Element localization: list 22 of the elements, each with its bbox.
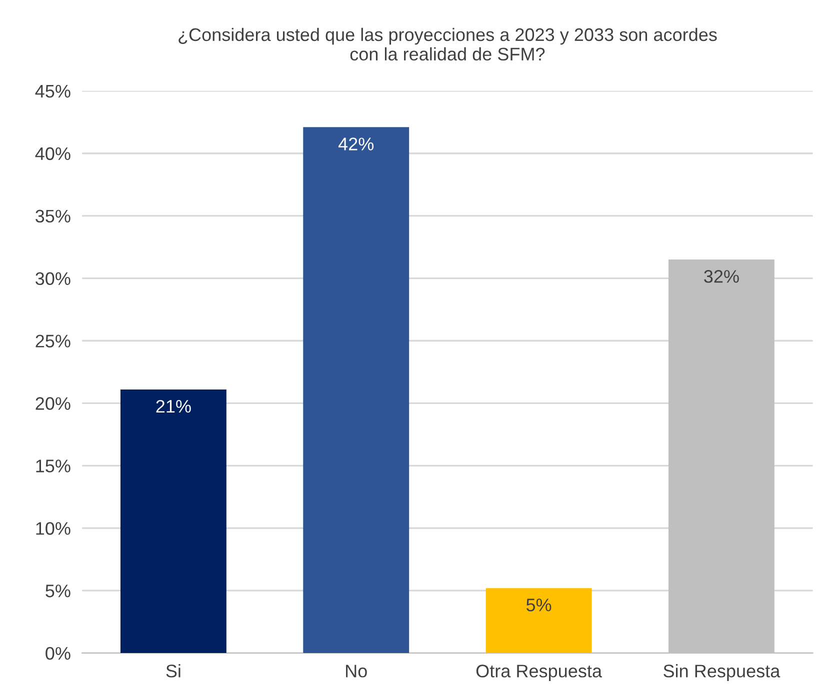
y-tick-label: 35% [36, 210, 70, 223]
y-tick-label: 30% [36, 272, 70, 286]
x-tick-label: Si [166, 664, 180, 678]
bar [303, 127, 410, 654]
y-tick-label: 0% [46, 646, 70, 660]
y-tick-label: 15% [36, 460, 70, 472]
chart-title: ¿Considera usted que las proyecciones a 2023 y 2033 son acordes con la realidad de SFM? [178, 28, 717, 61]
y-tick-label: 5% [46, 584, 70, 598]
y-tick-label: 25% [36, 334, 70, 348]
data-label: 42% [338, 138, 374, 150]
x-tick-label: Otra Respuesta [476, 664, 602, 681]
y-tick-label: 45% [35, 84, 70, 98]
x-tick-label: No [346, 664, 367, 678]
y-tick-label: 20% [36, 397, 70, 410]
data-label: 32% [704, 270, 739, 283]
x-tick-label: Sin Respuesta [664, 664, 780, 681]
y-tick-label: 40% [35, 147, 70, 160]
data-label: 5% [526, 598, 552, 612]
y-tick-label: 10% [36, 522, 70, 535]
data-label: 21% [156, 400, 191, 413]
bar [486, 588, 592, 654]
bar [120, 389, 226, 654]
